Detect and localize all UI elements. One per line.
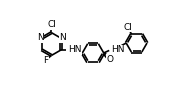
Text: Cl: Cl (123, 23, 132, 32)
Text: HN: HN (69, 45, 82, 54)
Text: O: O (107, 55, 114, 64)
Text: F: F (43, 56, 48, 65)
Text: Cl: Cl (47, 20, 56, 29)
Text: N: N (37, 33, 43, 42)
Text: HN: HN (111, 45, 124, 54)
Text: N: N (60, 33, 66, 42)
